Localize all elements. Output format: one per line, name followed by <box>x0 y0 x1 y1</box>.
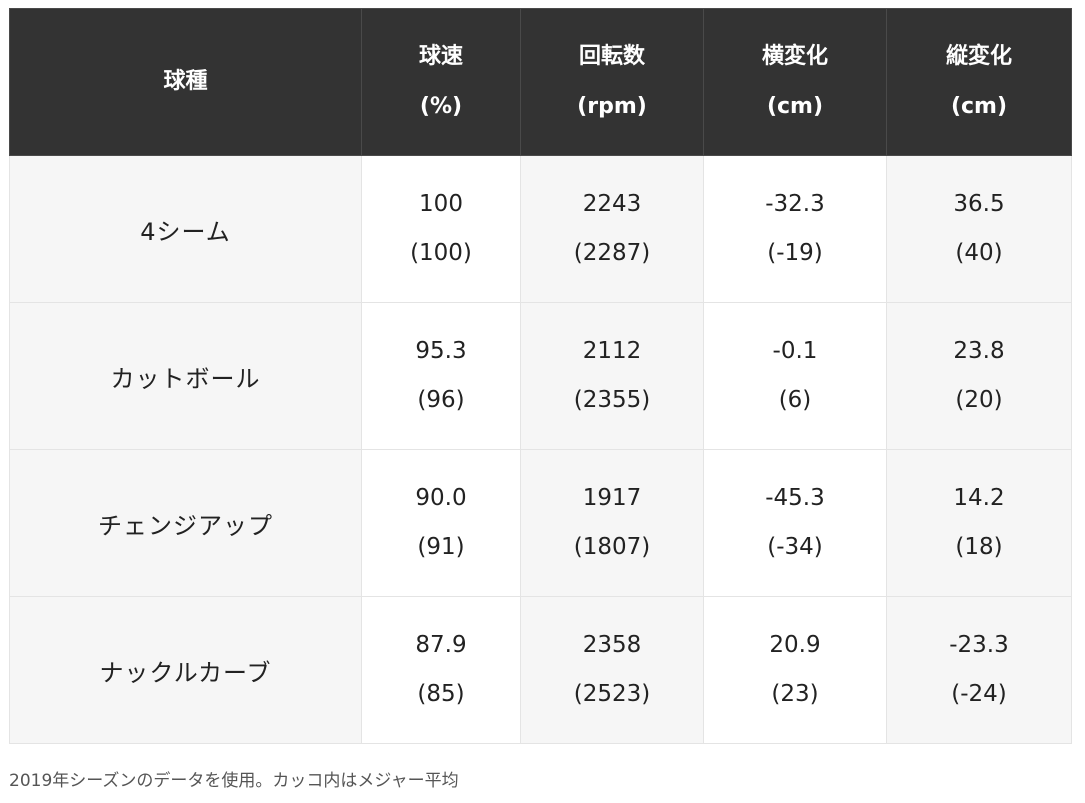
header-label: 球種 <box>163 69 208 94</box>
horizontal-break-cell: -0.1 (6) <box>703 302 887 450</box>
header-label: 横変化 <box>761 44 828 69</box>
velocity-cell: 100 (100) <box>361 155 521 303</box>
cell-mlb-average: (96) <box>417 387 465 413</box>
velocity-cell: 95.3 (96) <box>361 302 521 450</box>
cell-value: 23.8 <box>953 338 1005 364</box>
table-row: ナックルカーブ 87.9 (85) 2358 (2523) 20.9 (23) … <box>9 596 1072 744</box>
spin-rate-cell: 2112 (2355) <box>520 302 704 450</box>
cell-mlb-average: (40) <box>955 240 1003 266</box>
header-unit: (rpm) <box>577 94 647 119</box>
cell-value: 2112 <box>582 338 642 364</box>
cell-value: -32.3 <box>765 191 825 217</box>
spin-rate-cell: 1917 (1807) <box>520 449 704 597</box>
header-unit: (cm) <box>766 94 824 119</box>
cell-value: 87.9 <box>415 632 467 658</box>
header-label: 球速 <box>418 44 463 69</box>
cell-mlb-average: (100) <box>410 240 472 266</box>
cell-mlb-average: (1807) <box>573 534 651 560</box>
pitch-stats-table: 球種 球速 (%) 回転数 (rpm) 横変化 (cm) 縦変化 (cm) 4シ… <box>9 8 1072 744</box>
cell-value: 14.2 <box>953 485 1005 511</box>
cell-mlb-average: (20) <box>955 387 1003 413</box>
cell-mlb-average: (85) <box>417 681 465 707</box>
table-caption: 2019年シーズンのデータを使用。カッコ内はメジャー平均 <box>9 771 459 791</box>
cell-value: -0.1 <box>772 338 818 364</box>
cell-value: 36.5 <box>953 191 1005 217</box>
header-unit: (cm) <box>950 94 1008 119</box>
pitch-name-cell: カットボール <box>9 302 362 450</box>
horizontal-break-cell: 20.9 (23) <box>703 596 887 744</box>
cell-mlb-average: (2355) <box>573 387 651 413</box>
cell-mlb-average: (2287) <box>573 240 651 266</box>
cell-mlb-average: (2523) <box>573 681 651 707</box>
horizontal-break-cell: -45.3 (-34) <box>703 449 887 597</box>
cell-value: 95.3 <box>415 338 467 364</box>
vertical-break-cell: -23.3 (-24) <box>886 596 1072 744</box>
cell-mlb-average: (-24) <box>951 681 1007 707</box>
header-spin-rate: 回転数 (rpm) <box>520 8 704 156</box>
pitch-name-cell: 4シーム <box>9 155 362 303</box>
cell-mlb-average: (-19) <box>767 240 823 266</box>
table-row: チェンジアップ 90.0 (91) 1917 (1807) -45.3 (-34… <box>9 449 1072 597</box>
header-velocity: 球速 (%) <box>361 8 521 156</box>
cell-mlb-average: (-34) <box>767 534 823 560</box>
vertical-break-cell: 36.5 (40) <box>886 155 1072 303</box>
cell-value: 20.9 <box>769 632 821 658</box>
spin-rate-cell: 2358 (2523) <box>520 596 704 744</box>
vertical-break-cell: 14.2 (18) <box>886 449 1072 597</box>
velocity-cell: 90.0 (91) <box>361 449 521 597</box>
cell-mlb-average: (23) <box>771 681 819 707</box>
cell-value: -45.3 <box>765 485 825 511</box>
pitch-name-cell: チェンジアップ <box>9 449 362 597</box>
table-row: カットボール 95.3 (96) 2112 (2355) -0.1 (6) 23… <box>9 302 1072 450</box>
vertical-break-cell: 23.8 (20) <box>886 302 1072 450</box>
cell-mlb-average: (91) <box>417 534 465 560</box>
header-horizontal-break: 横変化 (cm) <box>703 8 887 156</box>
cell-value: 1917 <box>582 485 642 511</box>
header-label: 縦変化 <box>945 44 1012 69</box>
cell-value: 90.0 <box>415 485 467 511</box>
table-row: 4シーム 100 (100) 2243 (2287) -32.3 (-19) 3… <box>9 155 1072 303</box>
header-label: 回転数 <box>578 44 645 69</box>
table-header-row: 球種 球速 (%) 回転数 (rpm) 横変化 (cm) 縦変化 (cm) <box>9 8 1072 156</box>
cell-value: 2358 <box>582 632 642 658</box>
cell-mlb-average: (18) <box>955 534 1003 560</box>
pitch-name-cell: ナックルカーブ <box>9 596 362 744</box>
header-vertical-break: 縦変化 (cm) <box>886 8 1072 156</box>
velocity-cell: 87.9 (85) <box>361 596 521 744</box>
header-unit: (%) <box>419 94 463 119</box>
header-pitch-type: 球種 <box>9 8 362 156</box>
spin-rate-cell: 2243 (2287) <box>520 155 704 303</box>
cell-value: 100 <box>419 191 463 217</box>
cell-value: -23.3 <box>949 632 1009 658</box>
cell-mlb-average: (6) <box>778 387 812 413</box>
cell-value: 2243 <box>582 191 642 217</box>
horizontal-break-cell: -32.3 (-19) <box>703 155 887 303</box>
